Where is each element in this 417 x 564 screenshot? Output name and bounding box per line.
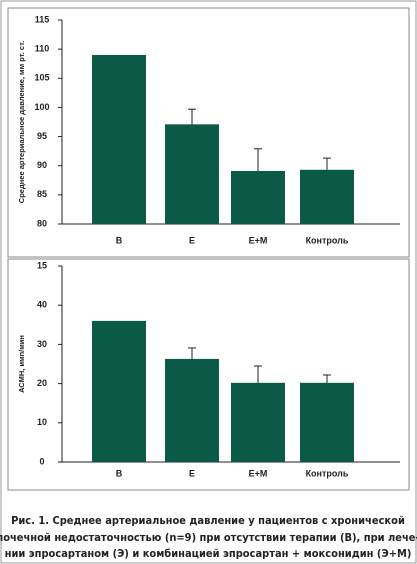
caption-line: нии эпросартаном (Э) и комбинацией эпрос…: [5, 547, 412, 560]
y-tick-label: 110: [35, 44, 50, 54]
x-tick-label: Контроль: [306, 468, 349, 478]
x-tick-label: E: [189, 235, 195, 245]
x-tick-label: B: [116, 235, 123, 245]
y-tick-label: 15: [37, 260, 47, 270]
y-tick-label: 40: [37, 300, 47, 310]
x-tick-label: E+M: [249, 235, 268, 245]
bar: [300, 169, 354, 224]
y-tick-label: 30: [37, 339, 47, 349]
bar: [231, 170, 285, 224]
caption-line: Рис. 1. Среднее артериальное давление у …: [11, 514, 405, 527]
panel: [7, 258, 410, 491]
bar: [165, 124, 219, 224]
y-tick-label: 20: [37, 378, 47, 388]
bar: [300, 382, 354, 462]
y-tick-label: 105: [34, 73, 49, 83]
y-tick-label: 95: [37, 131, 47, 141]
x-tick-label: E+M: [249, 468, 268, 478]
bar: [231, 382, 285, 462]
y-tick-label: 115: [35, 14, 50, 24]
y-tick-label: 90: [37, 160, 47, 170]
x-tick-label: Контроль: [306, 235, 349, 245]
y-axis-label: АСМН, имп/мин: [17, 335, 26, 393]
bar: [92, 54, 146, 224]
y-tick-label: 80: [37, 218, 47, 228]
x-tick-label: E: [189, 468, 195, 478]
y-axis-label: Среднее артериальное давление, мм рт. ст…: [17, 41, 26, 203]
panel: [7, 7, 410, 258]
bar: [92, 320, 146, 462]
caption-line: почечной недостаточностью (n=9) при отсу…: [0, 531, 417, 544]
x-tick-label: B: [116, 468, 123, 478]
y-tick-label: 0: [39, 456, 44, 466]
y-tick-label: 85: [37, 189, 47, 199]
y-tick-label: 100: [34, 102, 49, 112]
y-tick-label: 10: [37, 417, 47, 427]
bar: [165, 358, 219, 462]
